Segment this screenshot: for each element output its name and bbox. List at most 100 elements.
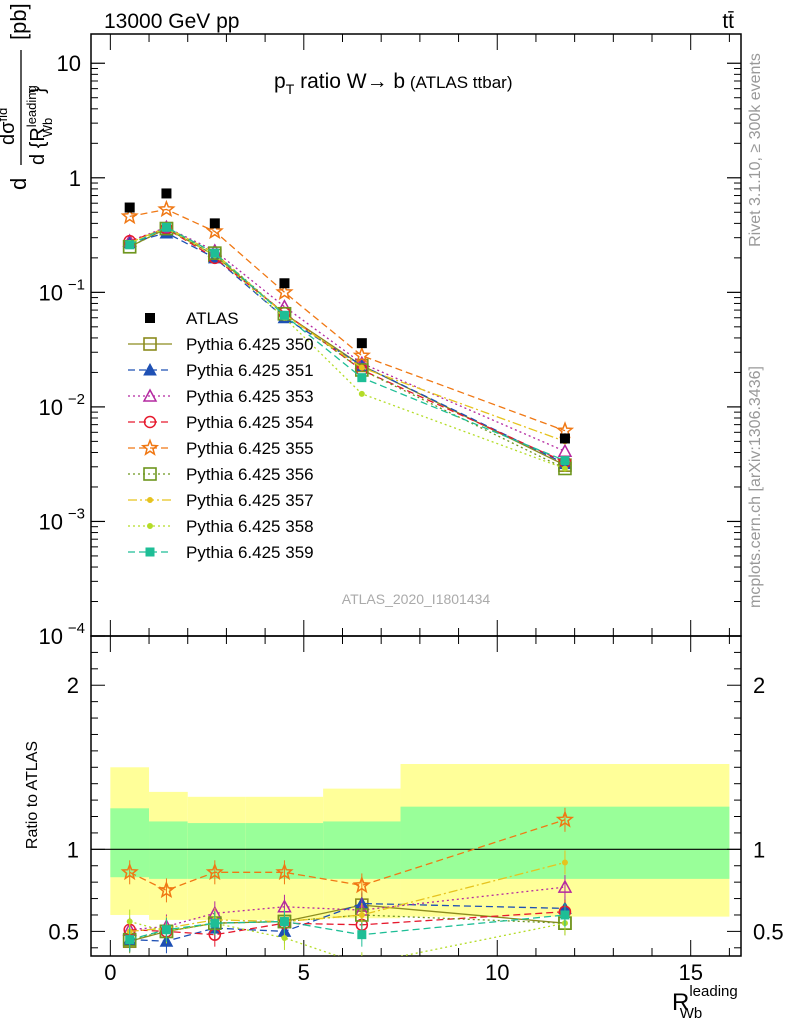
legend: ATLAS Pythia 6.425 350 Pythia 6.425 351 Pyt… [128,309,314,562]
series-group [120,199,575,439]
legend-marker [143,467,157,481]
series-line [129,226,566,462]
legend-label: Pythia 6.425 351 [186,361,314,380]
ratio-marker [557,879,573,893]
series-marker [125,240,135,250]
legend-label: Pythia 6.425 350 [186,335,314,354]
series-marker [120,206,139,225]
series-marker [159,221,174,236]
series-marker [157,199,176,218]
series-line [129,232,566,465]
ratio-y-tick-label-right: 0.5 [753,919,784,944]
ratio-line [129,902,566,942]
ratio-series-group [120,807,575,903]
legend-marker [145,313,155,323]
series-marker [358,364,365,371]
ratio-marker [275,862,294,881]
legend-marker [147,523,153,529]
series-group [125,222,570,466]
main-title: pT ratio W→ b (ATLAS ttbar) [274,70,513,97]
band-inner [323,821,401,879]
ylabel-num: dσfid [0,108,19,145]
ratio-marker [555,810,575,828]
series-marker [560,456,570,466]
title-tag: (ATLAS ttbar) [405,73,512,92]
series-line [129,227,566,470]
ratio-y-tick-label: 2 [67,673,79,698]
y-tick-label: 10 [39,280,63,305]
series-line [129,208,566,432]
main-series [120,188,575,476]
ylabel-den-prefix: d {R [27,127,49,165]
series-marker [352,346,371,364]
x-tick-label: 10 [485,960,509,985]
main-y-label: d dσfid d {RleadingWb} [pb] [0,3,55,190]
ratio-y-tick-label: 1 [67,837,79,862]
ylabel-den-sub: Wb [40,118,55,138]
data-point [124,202,135,213]
ratio-series-group [125,902,570,952]
ratio-marker [560,910,570,920]
series-marker [357,373,367,383]
ratio-marker [125,935,135,945]
series-marker [210,248,220,258]
ylabel-den-suffix: } [27,87,49,94]
legend-marker [147,497,153,503]
y-tick-label: 10 [39,624,63,649]
ratio-marker [161,925,171,935]
ratio-y-tick-label: 0.5 [48,919,79,944]
mcplots-label: mcplots.cern.ch [arXiv:1306.3436] [747,366,764,608]
series-marker [208,246,222,260]
series-line [129,226,566,443]
ylabel-num-sup: fid [0,108,10,122]
data-point [356,338,367,349]
xlabel-main: R [672,989,689,1016]
legend-label: Pythia 6.425 356 [186,465,314,484]
x-tick-label: 5 [298,960,310,985]
process-label: tt̄ [722,10,734,33]
ylabel-unit: [pb] [6,3,31,40]
series-line [129,226,566,452]
ratio-marker [359,962,364,967]
ratio-series [120,807,575,967]
legend-label: Pythia 6.425 358 [186,517,314,536]
y-tick-exponent: −2 [68,391,85,408]
y-tick-label: 10 [39,395,63,420]
ratio-y-label: Ratio to ATLAS [24,741,41,849]
title-arrow: → [367,70,388,93]
ratio-plot-frame [90,635,742,957]
rivet-label: Rivet 3.1.10, ≥ 300k events [747,53,764,247]
ratio-marker [358,911,365,918]
band-inner [149,821,188,879]
axes-ticks: 10 1 10 −1 10 −2 10 −3 10 −4 0.5 0.5 1 1 2 2 0 5 10 15 [39,34,784,985]
y-tick-exponent: −1 [68,276,85,293]
series-marker [161,222,171,232]
y-tick-label: 10 [39,509,63,534]
y-tick-exponent: −4 [68,620,85,637]
ratio-y-tick-label-right: 1 [753,837,765,862]
legend-marker [145,547,155,557]
data-point [279,278,290,289]
band-inner [187,823,246,879]
legend-label: Pythia 6.425 357 [186,491,314,510]
ratio-line [129,920,566,956]
series-marker [279,310,289,320]
legend-marker [143,337,157,351]
ratio-line [129,861,566,933]
series-marker [561,465,568,472]
xlabel-sub: Wb [680,1005,703,1022]
legend-marker [140,438,160,456]
ratio-marker [357,930,367,940]
legend-label: Pythia 6.425 354 [186,413,314,432]
data-point [209,218,220,229]
uncertainty-bands [91,764,741,920]
title-sub: T [286,81,295,97]
legend-label: Pythia 6.425 359 [186,543,314,562]
y-tick-label: 1 [69,166,81,191]
series-marker [557,443,573,458]
ylabel-den: d {RleadingWb} [24,85,55,165]
legend-label: Pythia 6.425 353 [186,387,314,406]
ylabel-num-main: dσ [0,121,19,145]
title-text: ratio W [294,70,367,93]
